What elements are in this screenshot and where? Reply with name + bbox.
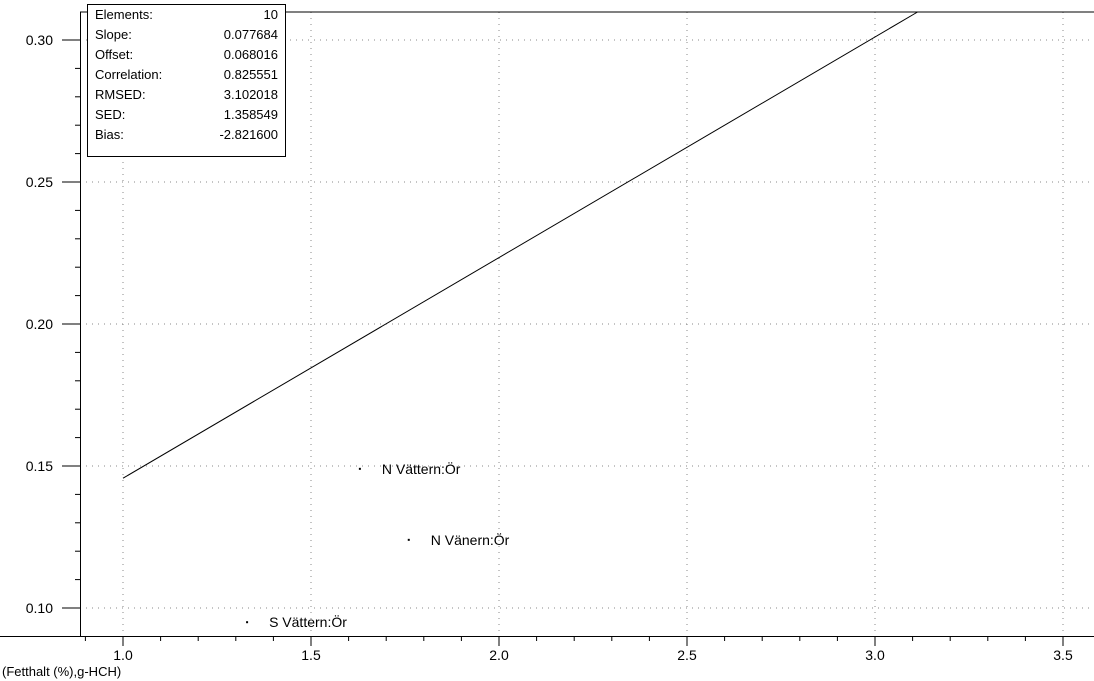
stats-label: Elements: [95, 7, 153, 22]
stats-value: 0.825551 [224, 67, 278, 82]
data-point [246, 621, 249, 624]
data-point [358, 467, 361, 470]
y-axis: 0.100.150.200.250.300.350.400.450.50 [26, 32, 80, 616]
stats-label: Slope: [95, 27, 132, 42]
data-point-label: S Vättern:Ör [269, 613, 347, 630]
stats-value: 1.358549 [224, 107, 278, 122]
y-tick-label: 0.30 [26, 32, 53, 48]
stats-value: -2.821600 [219, 127, 278, 142]
x-tick-label: 1.0 [113, 647, 133, 663]
x-tick-label: 2.5 [677, 647, 697, 663]
data-point [407, 538, 410, 541]
data-point-label: N Vänern:Ör [431, 531, 510, 548]
x-tick-label: 3.5 [1053, 647, 1073, 663]
stats-label: Correlation: [95, 67, 162, 82]
stats-box: Elements: 10 Slope: 0.077684 Offset: 0.068016… [87, 4, 286, 157]
stats-value: 3.102018 [224, 87, 278, 102]
data-point-label: N Vättern:Ör [382, 460, 461, 477]
stats-box-frame [87, 4, 286, 157]
stats-label: Bias: [95, 127, 124, 142]
data-points: S Vänern:ÖrS Vättern:LaxN Vänern:LaxN Vä… [246, 460, 510, 630]
regression-line [122, 11, 918, 479]
x-axis-label: (Fetthalt (%),g-HCH) [2, 664, 121, 679]
x-tick-label: 1.5 [301, 647, 321, 663]
stats-value: 0.077684 [224, 27, 278, 42]
stats-label: Offset: [95, 47, 133, 62]
y-tick-label: 0.25 [26, 174, 53, 190]
stats-label: RMSED: [95, 87, 146, 102]
stats-label: SED: [95, 107, 125, 122]
x-tick-label: 2.0 [489, 647, 509, 663]
y-tick-label: 0.15 [26, 458, 53, 474]
stats-value: 10 [264, 7, 278, 22]
stats-value: 0.068016 [224, 47, 278, 62]
regression-line-group [122, 11, 918, 479]
y-tick-label: 0.10 [26, 600, 53, 616]
y-tick-label: 0.20 [26, 316, 53, 332]
x-tick-label: 3.0 [865, 647, 885, 663]
x-axis: 1.01.52.02.53.03.54.04.55.05.56.0 [84, 636, 1073, 663]
